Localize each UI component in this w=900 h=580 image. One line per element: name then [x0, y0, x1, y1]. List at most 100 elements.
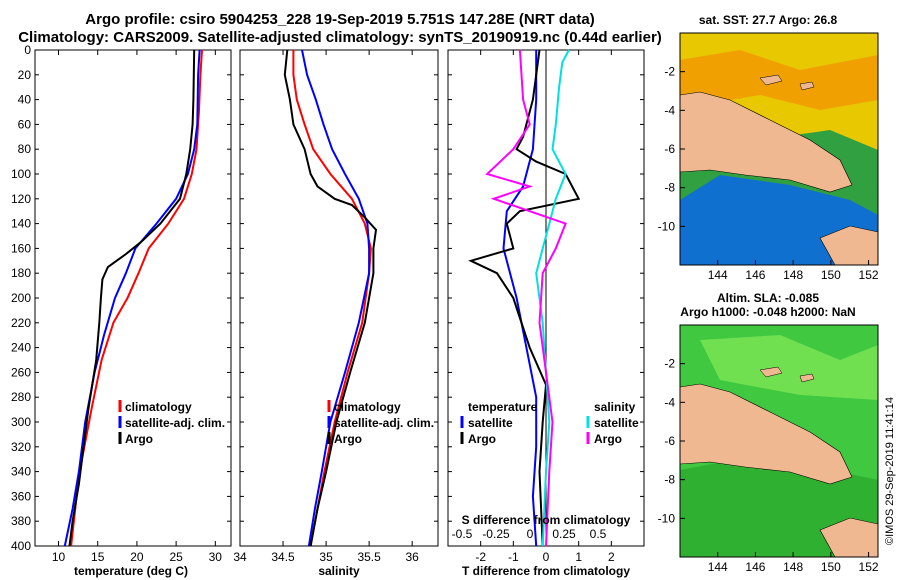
sst-land-new-guinea — [680, 91, 853, 193]
map-y-tick-label: -10 — [658, 219, 676, 233]
sla-light-band — [700, 335, 878, 400]
map-y-tick-label: -2 — [664, 65, 675, 79]
sla-map-x-ticks: 144 146 148 150 152 — [708, 552, 879, 574]
map-y-tick-label: -6 — [664, 434, 675, 448]
y-tick-label: 40 — [18, 93, 32, 107]
map-x-tick-label: 152 — [859, 560, 879, 574]
legend-label-climatology: climatology — [334, 400, 401, 414]
y-tick-label: 0 — [24, 43, 31, 57]
temperature-axes-frame — [34, 49, 232, 547]
difference-panel: -2 -1 0 1 2 -0.5 -0.25 0 0.25 0.5 temperature sa… — [447, 49, 645, 578]
series-line-argo — [283, 49, 378, 547]
y-tick-label: 100 — [11, 167, 31, 181]
y-tick-label: 300 — [11, 415, 31, 429]
x-tick-label: 34.5 — [271, 550, 295, 564]
x-tick-label: -2 — [475, 550, 486, 564]
y-tick-label: 60 — [18, 117, 32, 131]
sla-map-title-line2: Argo h1000: -0.048 h2000: NaN — [680, 305, 855, 319]
series-line-argo — [68, 49, 196, 547]
map-y-tick-label: -2 — [664, 357, 675, 371]
x-tick-label: 2 — [608, 550, 615, 564]
legend-label-s-satellite: satellite — [594, 416, 639, 430]
series-line-t-satellite — [502, 50, 538, 547]
map-x-tick-label: 146 — [745, 560, 765, 574]
series-line-satellite-adj-clim- — [301, 49, 371, 547]
x2-tick-label: 0 — [527, 527, 534, 541]
y-tick-label: 220 — [11, 316, 31, 330]
map-y-tick-label: -4 — [664, 395, 675, 409]
legend-label-climatology: climatology — [125, 400, 192, 414]
y-tick-label: 340 — [11, 465, 31, 479]
temperature-legend: climatology satellite-adj. clim. Argo — [118, 400, 225, 446]
sla-map-panel: Altim. SLA: -0.085 Argo h1000: -0.048 h2… — [658, 291, 879, 574]
sla-land-island — [819, 517, 878, 557]
map-y-tick-label: -6 — [664, 142, 675, 156]
y-tick-label: 320 — [11, 440, 31, 454]
sst-land-island — [819, 225, 878, 265]
x2-tick-label: -0.25 — [482, 527, 510, 541]
difference-series — [468, 49, 581, 547]
map-y-tick-label: -10 — [658, 511, 676, 525]
salinity-x-label: salinity — [318, 564, 360, 578]
legend-title-temperature: temperature — [468, 400, 538, 414]
salinity-y-ticks — [240, 49, 438, 547]
sla-land-new-guinea — [680, 383, 853, 485]
y-tick-label: 280 — [11, 390, 31, 404]
sla-map-image — [680, 325, 878, 557]
y-tick-label: 240 — [11, 341, 31, 355]
temperature-x-ticks: 10 15 20 25 30 — [52, 50, 222, 564]
difference-x-ticks: -2 -1 0 1 2 — [475, 50, 615, 564]
y-tick-label: 140 — [11, 217, 31, 231]
legend-label-s-argo: Argo — [594, 432, 622, 446]
salinity-x-ticks: 34 34.5 35 35.5 36 — [233, 50, 419, 564]
sst-map-image — [680, 33, 878, 265]
difference-legend: temperature satellite Argo salinity sate… — [460, 400, 639, 446]
x-tick-label: -1 — [508, 550, 519, 564]
y-tick-label: 20 — [18, 68, 32, 82]
map-y-tick-label: -8 — [664, 473, 675, 487]
legend-label-argo: Argo — [334, 432, 362, 446]
sla-map-title-line1: Altim. SLA: -0.085 — [717, 291, 819, 305]
y-tick-label: 160 — [11, 241, 31, 255]
temperature-series — [63, 49, 203, 547]
y-tick-label: 120 — [11, 192, 31, 206]
sst-map-y-ticks: -2 -4 -6 -8 -10 — [658, 65, 685, 233]
series-line-s-satellite — [535, 49, 570, 547]
sla-land-small-islands — [759, 366, 815, 383]
y-tick-label: 380 — [11, 514, 31, 528]
y-tick-label: 260 — [11, 365, 31, 379]
sst-map-title: sat. SST: 27.7 Argo: 26.8 — [699, 13, 838, 27]
series-line-s-argo — [485, 49, 567, 547]
timestamp: ©IMOS 29-Sep-2019 11:41:14 — [884, 397, 896, 545]
map-x-tick-label: 144 — [708, 560, 728, 574]
x2-tick-label: 0.5 — [590, 527, 607, 541]
y-tick-label: 180 — [11, 266, 31, 280]
difference-y-ticks — [448, 49, 644, 547]
map-x-tick-label: 144 — [708, 268, 728, 282]
legend-label-t-satellite: satellite — [468, 416, 513, 430]
x-tick-label: 36 — [405, 550, 419, 564]
y-tick-label: 360 — [11, 489, 31, 503]
difference-x2-label: S difference from climatology — [462, 513, 631, 527]
map-y-tick-label: -4 — [664, 103, 675, 117]
sla-map-y-ticks: -2 -4 -6 -8 -10 — [658, 357, 685, 525]
map-x-tick-label: 152 — [859, 268, 879, 282]
legend-label-satellite: satellite-adj. clim. — [334, 416, 434, 430]
series-line-satellite-adj-clim- — [63, 49, 201, 547]
x-tick-label: 35 — [319, 550, 333, 564]
x-tick-label: 0 — [543, 550, 550, 564]
legend-label-satellite: satellite-adj. clim. — [125, 416, 225, 430]
x-tick-label: 35.5 — [357, 550, 381, 564]
legend-label-argo: Argo — [125, 432, 153, 446]
y-tick-label: 400 — [11, 539, 31, 553]
difference-x-label: T difference from climatology — [462, 564, 630, 578]
map-x-tick-label: 150 — [821, 268, 841, 282]
x-tick-label: 1 — [575, 550, 582, 564]
x-tick-label: 10 — [52, 550, 66, 564]
x-tick-label: 34 — [233, 550, 247, 564]
salinity-panel: 34 34.5 35 35.5 36 climatology satellite-adj… — [233, 49, 439, 578]
x-tick-label: 30 — [209, 550, 223, 564]
legend-label-t-argo: Argo — [468, 432, 496, 446]
series-line-t-argo — [468, 49, 581, 547]
